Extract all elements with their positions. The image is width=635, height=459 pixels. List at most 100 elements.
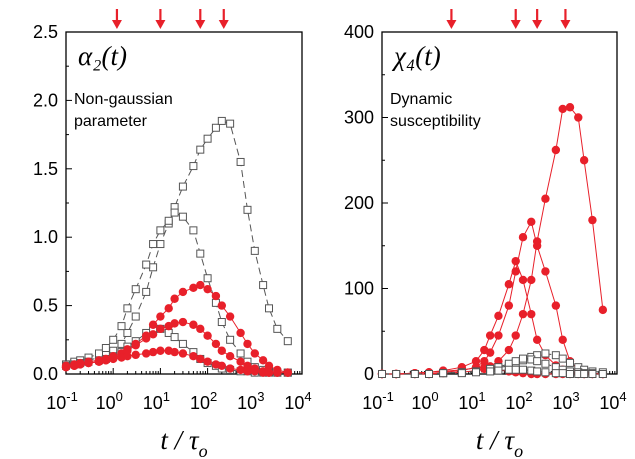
data-point	[61, 362, 71, 372]
data-point	[94, 357, 104, 366]
data-point	[250, 246, 259, 255]
data-point	[580, 370, 589, 378]
x-tick-label: 100	[411, 389, 438, 413]
data-point	[164, 216, 173, 225]
data-point	[196, 280, 205, 290]
data-point	[283, 337, 292, 346]
data-point	[425, 370, 433, 378]
data-point	[541, 267, 550, 276]
data-point	[541, 368, 550, 377]
data-point	[117, 322, 126, 331]
data-point	[574, 113, 583, 122]
data-point	[211, 291, 221, 301]
data-point	[533, 357, 542, 366]
data-point	[579, 156, 589, 165]
data-point	[142, 287, 151, 296]
marker-arrow-head	[560, 20, 571, 29]
data-point	[189, 352, 198, 361]
data-point	[131, 285, 140, 294]
data-point	[211, 123, 220, 132]
y-tick-label: 0.5	[33, 296, 58, 316]
data-point	[131, 312, 140, 321]
data-point	[141, 334, 151, 343]
data-point	[109, 354, 118, 364]
data-point	[558, 104, 567, 114]
x-tick-label: 103	[237, 389, 264, 413]
data-point	[250, 367, 259, 376]
data-point	[457, 369, 466, 378]
data-point	[142, 260, 151, 269]
data-point	[511, 267, 520, 276]
data-point	[504, 365, 513, 374]
data-point	[164, 304, 173, 313]
data-point	[551, 351, 560, 360]
data-point	[494, 311, 503, 321]
data-point	[273, 368, 282, 377]
panel-label: α₂(t)	[78, 41, 127, 71]
data-point	[486, 367, 495, 376]
marker-arrow-head	[155, 20, 166, 29]
data-point	[178, 212, 187, 221]
data-point	[519, 354, 527, 363]
data-point	[527, 309, 536, 319]
data-point	[226, 119, 235, 128]
data-point	[410, 370, 419, 378]
x-tick-label: 100	[96, 389, 123, 413]
data-point	[196, 354, 205, 364]
data-point	[225, 352, 235, 361]
y-tick-label: 1.0	[33, 227, 58, 247]
series-line	[65, 120, 289, 365]
data-point	[283, 368, 292, 377]
data-point	[598, 370, 607, 378]
data-point	[123, 304, 132, 313]
data-point	[485, 331, 495, 340]
plot-frame	[381, 31, 618, 375]
data-point	[250, 349, 259, 358]
data-point	[565, 103, 575, 112]
data-point	[480, 356, 489, 366]
data-point	[541, 359, 550, 368]
data-point	[511, 256, 520, 266]
data-point	[123, 352, 132, 361]
data-point	[131, 350, 140, 360]
y-tick-label: 200	[344, 193, 374, 213]
data-point	[243, 339, 252, 349]
data-point	[226, 335, 235, 344]
annotation-line: Dynamic	[390, 91, 452, 108]
marker-arrow-head	[218, 20, 229, 29]
data-point	[258, 356, 268, 365]
data-point	[511, 365, 520, 374]
marker-arrow-head	[446, 20, 457, 29]
data-point	[178, 182, 187, 191]
panel-dynamic-susceptibility: 10-1 100 101 102 103 104 0 100 200 300 400 χ₄(t) Dyn…	[344, 9, 627, 459]
data-point	[170, 333, 179, 342]
data-point	[258, 368, 268, 377]
panel-non-gaussian-parameter: 10-1 100 101 102 103 104 0.0 0.5 1.0 1.5 2.0 2.5 α₂(…	[33, 9, 312, 459]
data-point	[518, 309, 528, 319]
data-point	[178, 287, 188, 297]
data-point	[189, 226, 198, 235]
data-point	[101, 356, 111, 365]
x-axis-title: t / τo	[476, 425, 523, 459]
data-point	[156, 226, 165, 235]
data-point	[225, 312, 235, 321]
data-point	[494, 366, 503, 375]
y-tick-label: 2.5	[33, 22, 58, 42]
data-point	[532, 241, 542, 250]
data-point	[504, 345, 514, 355]
data-point	[170, 294, 179, 303]
data-point	[84, 358, 93, 368]
data-point	[236, 328, 245, 338]
data-point	[511, 357, 520, 366]
data-point	[259, 281, 268, 290]
x-tick-label: 101	[458, 389, 485, 413]
annotation-line: parameter	[74, 113, 148, 130]
data-point	[178, 317, 188, 327]
data-point	[123, 328, 132, 337]
marker-arrow-head	[111, 20, 122, 29]
data-point	[148, 330, 158, 339]
y-tick-label: 300	[344, 108, 374, 128]
data-point	[558, 369, 567, 378]
data-point	[236, 365, 245, 375]
